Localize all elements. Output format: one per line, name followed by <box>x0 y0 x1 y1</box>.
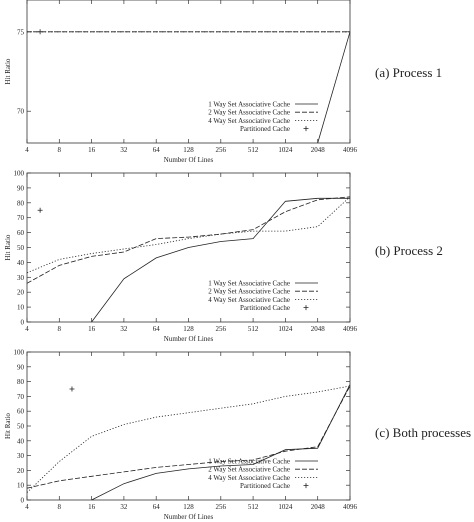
y-axis-label: Hit Ratio <box>4 413 12 439</box>
x-tick-label: 4 <box>25 325 29 333</box>
series-line-1 <box>91 197 350 323</box>
y-tick-label: 90 <box>17 184 25 192</box>
y-tick-label: 10 <box>17 304 25 312</box>
series-line-1 <box>91 384 351 501</box>
x-tick-label: 4 <box>25 503 29 511</box>
x-axis-label: Number Of Lines <box>164 156 214 164</box>
legend-label: 2 Way Set Associative Cache <box>208 109 290 117</box>
y-tick-label: 60 <box>17 229 25 237</box>
y-axis-label: Hit Ratio <box>4 234 12 260</box>
y-axis-label: Hit Ratio <box>4 58 12 84</box>
x-tick-label: 32 <box>120 146 128 154</box>
plot-frame <box>26 0 351 144</box>
legend-label: Partitioned Cache <box>240 125 290 133</box>
x-tick-label: 4096 <box>343 325 358 333</box>
y-tick-label: 90 <box>17 363 25 371</box>
x-tick-label: 2048 <box>311 146 326 154</box>
x-tick-label: 256 <box>216 503 227 511</box>
legend-label: 1 Way Set Associative Cache <box>208 101 290 109</box>
legend-label: 4 Way Set Associative Cache <box>208 117 290 125</box>
x-tick-label: 64 <box>153 503 161 511</box>
legend-label: 2 Way Set Associative Cache <box>208 466 290 474</box>
chart-panel-3: 4 8 16 32 64 128 256 512 1024 2048 4096 0 10 20 30 40 50… <box>4 349 471 522</box>
y-tick-label: 30 <box>17 274 25 282</box>
legend-label: 4 Way Set Associative Cache <box>208 296 290 304</box>
series-line-2 <box>26 196 351 284</box>
chart-panel-2: 4 8 16 32 64 128 256 512 1024 2048 4096 0 10 20 30 40 50… <box>4 170 443 344</box>
x-tick-label: 8 <box>58 503 62 511</box>
legend-label: Partitioned Cache <box>240 482 290 490</box>
x-tick-label: 32 <box>120 325 128 333</box>
legend-marker-partitioned <box>303 126 309 132</box>
y-tick-label: 50 <box>17 423 25 431</box>
y-tick-label: 10 <box>17 482 25 490</box>
x-axis-label: Number Of Lines <box>164 335 214 343</box>
panel-caption: (c) Both processes <box>375 425 471 440</box>
x-tick-label: 8 <box>58 325 62 333</box>
partitioned-cache-point <box>37 207 43 213</box>
y-tick-label: 70 <box>17 214 25 222</box>
y-tick-label: 75 <box>17 28 25 36</box>
y-tick-label: 70 <box>17 393 25 401</box>
y-tick-label: 70 <box>17 108 25 116</box>
y-tick-label: 100 <box>14 349 25 357</box>
y-tick-label: 80 <box>17 378 25 386</box>
legend-label: 1 Way Set Associative Cache <box>208 280 290 288</box>
y-tick-label: 80 <box>17 199 25 207</box>
chart-panel-1: 4 8 16 32 64 128 256 512 1024 2048 4096 70 75 Number … <box>4 0 442 164</box>
series-line-3 <box>26 196 351 274</box>
y-tick-label: 30 <box>17 452 25 460</box>
x-tick-label: 1024 <box>278 146 293 154</box>
y-tick-label: 40 <box>17 437 25 445</box>
x-tick-label: 1024 <box>278 503 293 511</box>
y-tick-label: 60 <box>17 408 25 416</box>
x-tick-label: 4096 <box>343 503 358 511</box>
y-tick-label: 50 <box>17 244 25 252</box>
panel-caption: (b) Process 2 <box>375 243 443 258</box>
x-tick-label: 32 <box>120 503 128 511</box>
x-axis-label: Number Of Lines <box>164 513 214 521</box>
series-line-1 <box>317 31 351 144</box>
y-tick-label: 20 <box>17 467 25 475</box>
x-tick-label: 128 <box>183 146 194 154</box>
x-tick-label: 2048 <box>311 503 326 511</box>
y-tick-label: 0 <box>21 319 25 327</box>
x-tick-label: 16 <box>88 146 96 154</box>
legend-marker-partitioned <box>303 483 309 489</box>
partitioned-cache-point <box>69 386 75 392</box>
x-tick-label: 16 <box>88 503 96 511</box>
legend-label: Partitioned Cache <box>240 304 290 312</box>
x-tick-label: 128 <box>183 503 194 511</box>
x-tick-label: 2048 <box>311 325 326 333</box>
legend-label: 4 Way Set Associative Cache <box>208 474 290 482</box>
legend-label: 2 Way Set Associative Cache <box>208 288 290 296</box>
x-tick-label: 512 <box>248 146 259 154</box>
partitioned-cache-point <box>37 29 43 35</box>
x-tick-label: 256 <box>216 146 227 154</box>
x-tick-label: 512 <box>248 325 259 333</box>
y-tick-label: 20 <box>17 289 25 297</box>
series-line-3 <box>26 385 351 493</box>
panel-caption: (a) Process 1 <box>375 65 442 80</box>
y-tick-label: 0 <box>21 497 25 505</box>
x-tick-label: 1024 <box>278 325 293 333</box>
x-tick-label: 4 <box>25 146 29 154</box>
legend-label: 1 Way Set Associative Cache <box>208 458 290 466</box>
x-tick-label: 256 <box>216 325 227 333</box>
x-tick-label: 8 <box>58 146 62 154</box>
y-tick-label: 100 <box>14 170 25 178</box>
y-tick-label: 40 <box>17 259 25 267</box>
x-tick-label: 128 <box>183 325 194 333</box>
series-line-2 <box>26 385 351 489</box>
x-tick-label: 64 <box>153 146 161 154</box>
x-tick-label: 4096 <box>343 146 358 154</box>
legend-marker-partitioned <box>303 305 309 311</box>
x-tick-label: 512 <box>248 503 259 511</box>
x-tick-label: 16 <box>88 325 96 333</box>
x-tick-label: 64 <box>153 325 161 333</box>
